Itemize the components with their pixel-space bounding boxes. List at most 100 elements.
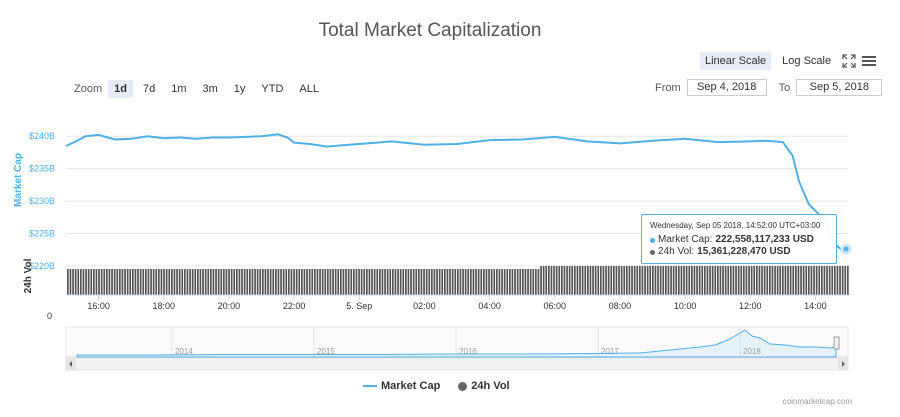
scrollbar[interactable]	[65, 357, 849, 371]
vol-axis-tick: 0	[47, 311, 52, 321]
volume-bar	[743, 266, 745, 295]
volume-bar	[436, 269, 438, 295]
x-tick-label: 10:00	[674, 301, 697, 311]
volume-bar	[519, 269, 522, 295]
volume-bar	[691, 266, 693, 295]
volume-bar	[797, 266, 800, 295]
legend-item-24h-vol[interactable]: 24h Vol	[458, 380, 510, 392]
volume-bar	[623, 266, 626, 295]
volume-bar	[165, 269, 168, 295]
navigator[interactable]: 2014 2015 2016 2017 2018	[65, 326, 849, 358]
volume-bar	[745, 266, 748, 295]
volume-bar	[771, 266, 774, 295]
scroll-left-icon[interactable]	[69, 361, 72, 367]
legend-label-market-cap: Market Cap	[381, 380, 441, 392]
zoom-1m-button[interactable]: 1m	[171, 83, 187, 95]
volume-bar	[217, 269, 220, 295]
volume-bar	[620, 266, 623, 295]
zoom-1d-button[interactable]: 1d	[108, 80, 133, 98]
y-tick-label: $220B	[29, 261, 55, 271]
zoom-7d-button[interactable]: 7d	[142, 83, 156, 95]
credits-link[interactable]: coinmarketcap.com	[782, 397, 852, 406]
volume-bar	[100, 269, 103, 295]
volume-bar	[147, 269, 150, 295]
volume-bar	[516, 269, 519, 295]
volume-bar	[303, 269, 306, 295]
volume-bar	[662, 266, 665, 295]
volume-bar	[693, 266, 696, 295]
x-tick-label: 06:00	[543, 301, 566, 311]
volume-bar	[347, 269, 350, 295]
volume-bar	[503, 269, 506, 295]
zoom-3m-button[interactable]: 3m	[202, 83, 218, 95]
volume-bar	[628, 266, 631, 295]
volume-bar	[665, 266, 667, 295]
volume-legend-icon	[458, 381, 468, 391]
volume-bar	[72, 269, 74, 295]
from-date-input[interactable]: Sep 4, 2018	[686, 79, 767, 96]
navigator-year-label: 2016	[459, 347, 477, 356]
volume-bar	[145, 269, 147, 295]
volume-bar	[230, 269, 233, 295]
volume-bar	[688, 266, 691, 295]
volume-bar	[451, 269, 454, 295]
volume-bar	[475, 269, 477, 295]
volume-bar	[701, 266, 704, 295]
volume-bar	[238, 269, 241, 295]
volume-bar	[433, 269, 436, 295]
volume-bar	[381, 269, 384, 295]
fullscreen-icon[interactable]	[842, 54, 856, 68]
volume-bar	[511, 269, 514, 295]
volume-bar	[769, 266, 771, 295]
y-axis-label: Market Cap	[13, 153, 24, 207]
volume-bar	[584, 266, 587, 295]
volume-bar	[308, 269, 311, 295]
x-tick-label: 04:00	[478, 301, 501, 311]
volume-bar	[795, 266, 797, 295]
volume-bar	[449, 269, 451, 295]
menu-icon[interactable]	[862, 54, 877, 68]
linear-scale-button[interactable]: Linear Scale	[700, 52, 772, 70]
volume-bar	[464, 269, 467, 295]
volume-bar	[184, 269, 186, 295]
x-tick-label: 14:00	[804, 301, 827, 311]
market-cap-dot-icon	[650, 237, 655, 243]
volume-bar	[654, 266, 657, 295]
volume-bar	[724, 266, 727, 295]
volume-bar	[566, 266, 568, 295]
volume-bar	[293, 269, 295, 295]
volume-bar	[215, 269, 217, 295]
navigator-handle[interactable]	[833, 336, 840, 350]
volume-bar	[477, 269, 480, 295]
volume-bar	[212, 269, 215, 295]
volume-bar	[641, 266, 644, 295]
volume-bar	[766, 266, 769, 295]
volume-bar	[675, 266, 678, 295]
volume-bar	[524, 269, 527, 295]
volume-bar	[496, 269, 498, 295]
volume-bar	[405, 269, 407, 295]
volume-bar	[472, 269, 475, 295]
from-label: From	[655, 81, 681, 94]
zoom-all-button[interactable]: ALL	[299, 83, 319, 95]
volume-bar	[220, 269, 223, 295]
navigator-year-label: 2017	[601, 347, 619, 356]
to-date-input[interactable]: Sep 5, 2018	[796, 79, 883, 96]
zoom-1y-button[interactable]: 1y	[233, 83, 246, 95]
volume-bar	[119, 269, 121, 295]
volume-bar	[85, 269, 87, 295]
volume-bar	[709, 266, 711, 295]
volume-bar	[787, 266, 789, 295]
volume-bar	[332, 269, 334, 295]
volume-bar	[80, 269, 82, 295]
volume-bar	[412, 269, 415, 295]
zoom-ytd-button[interactable]: YTD	[261, 83, 284, 95]
legend-item-market-cap[interactable]: Market Cap	[363, 380, 440, 392]
volume-bar	[667, 266, 670, 295]
log-scale-button[interactable]: Log Scale	[782, 55, 832, 67]
volume-bar	[298, 269, 301, 295]
volume-bar	[126, 269, 129, 295]
volume-bar	[581, 266, 584, 295]
scroll-right-icon[interactable]	[842, 361, 845, 367]
